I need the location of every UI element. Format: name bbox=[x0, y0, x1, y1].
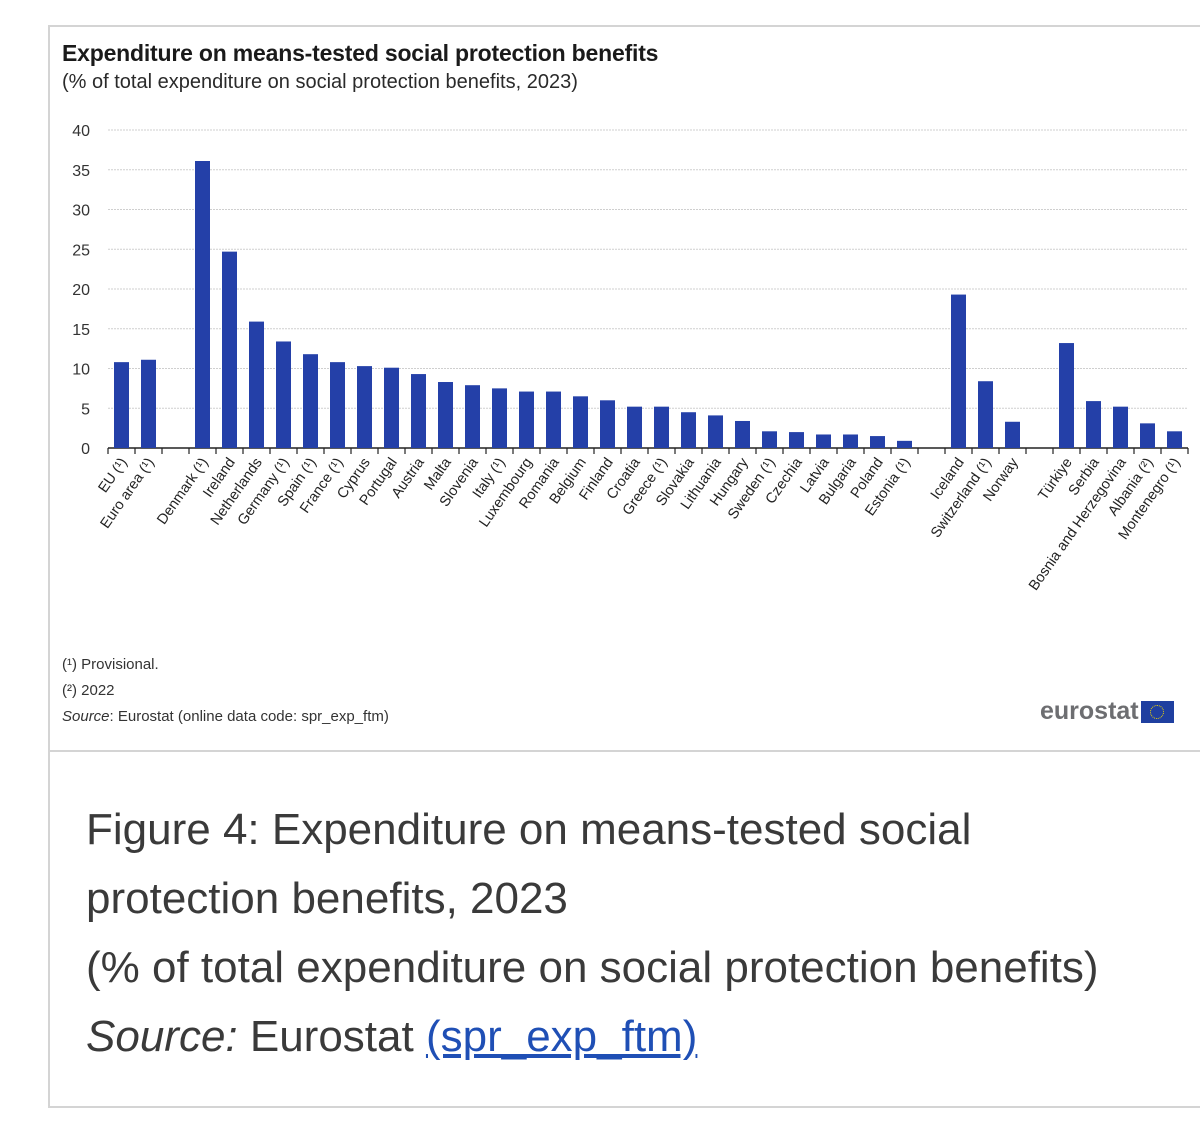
bar bbox=[276, 341, 291, 448]
bar bbox=[384, 367, 399, 448]
y-tick-label: 15 bbox=[72, 322, 90, 339]
eurostat-logo: eurostat bbox=[1040, 697, 1174, 726]
bar bbox=[249, 321, 264, 448]
chart-title: Expenditure on means-tested social prote… bbox=[62, 40, 659, 66]
chart-subtitle: (% of total expenditure on social protec… bbox=[62, 71, 578, 93]
y-tick-label: 40 bbox=[72, 123, 90, 140]
bar bbox=[762, 431, 777, 448]
bar bbox=[735, 420, 750, 448]
bar bbox=[1086, 401, 1101, 448]
y-tick-label: 35 bbox=[72, 163, 90, 180]
bar bbox=[1140, 423, 1155, 448]
y-tick-label: 0 bbox=[81, 441, 90, 458]
bar bbox=[1113, 406, 1128, 448]
bar bbox=[546, 391, 561, 448]
bar bbox=[573, 396, 588, 448]
bar bbox=[303, 354, 318, 448]
caption-unit: (% of total expenditure on social protec… bbox=[86, 943, 1099, 992]
note-provisional: (¹) Provisional. bbox=[62, 656, 159, 673]
eurostat-wordmark: eurostat bbox=[1040, 697, 1139, 725]
bar bbox=[465, 385, 480, 448]
y-tick-label: 5 bbox=[81, 401, 90, 418]
bar bbox=[330, 362, 345, 448]
bar bbox=[222, 251, 237, 448]
caption-source-text: Eurostat bbox=[237, 1012, 426, 1061]
y-tick-label: 25 bbox=[72, 242, 90, 259]
y-tick-label: 30 bbox=[72, 203, 90, 220]
bar bbox=[951, 294, 966, 448]
bar bbox=[897, 440, 912, 448]
x-tick-label: Türkiye bbox=[1035, 455, 1075, 503]
figure-caption: Figure 4: Expenditure on means-tested so… bbox=[86, 795, 1099, 1071]
bar bbox=[492, 388, 507, 448]
bar bbox=[438, 382, 453, 448]
bar bbox=[1167, 431, 1182, 448]
bar bbox=[789, 432, 804, 448]
bar bbox=[627, 406, 642, 448]
bar bbox=[519, 391, 534, 448]
bar bbox=[708, 415, 723, 448]
chart-card bbox=[48, 25, 1200, 752]
source-label: Source bbox=[62, 708, 110, 725]
bar bbox=[681, 412, 696, 448]
dataset-link[interactable]: (spr_exp_ftm) bbox=[425, 1012, 698, 1061]
caption-card bbox=[48, 752, 1200, 1108]
caption-source: Source: Eurostat (spr_exp_ftm) bbox=[86, 1002, 1099, 1071]
bar bbox=[843, 434, 858, 448]
bar bbox=[411, 374, 426, 448]
bar bbox=[816, 434, 831, 448]
bar bbox=[357, 366, 372, 448]
source-text: : Eurostat (online data code: spr_exp_ft… bbox=[109, 708, 389, 725]
bar bbox=[1005, 421, 1020, 448]
bar bbox=[114, 362, 129, 448]
bar bbox=[1059, 343, 1074, 448]
bar bbox=[141, 359, 156, 448]
bar bbox=[600, 400, 615, 448]
bar bbox=[870, 436, 885, 448]
bar bbox=[195, 161, 210, 448]
eu-flag-icon bbox=[1140, 700, 1174, 723]
note-source: Source: Eurostat (online data code: spr_… bbox=[62, 704, 389, 730]
caption-source-label: Source: bbox=[86, 1012, 238, 1061]
chart-notes: (¹) Provisional. (²) 2022 Source: Eurost… bbox=[62, 652, 389, 730]
bar bbox=[654, 406, 669, 448]
y-tick-label: 10 bbox=[72, 362, 90, 379]
caption-title-line2: protection benefits, 2023 bbox=[86, 874, 568, 923]
note-2022: (²) 2022 bbox=[62, 682, 115, 699]
caption-title-line1: Figure 4: Expenditure on means-tested so… bbox=[86, 805, 972, 854]
y-tick-label: 20 bbox=[72, 282, 90, 299]
bar bbox=[978, 381, 993, 448]
